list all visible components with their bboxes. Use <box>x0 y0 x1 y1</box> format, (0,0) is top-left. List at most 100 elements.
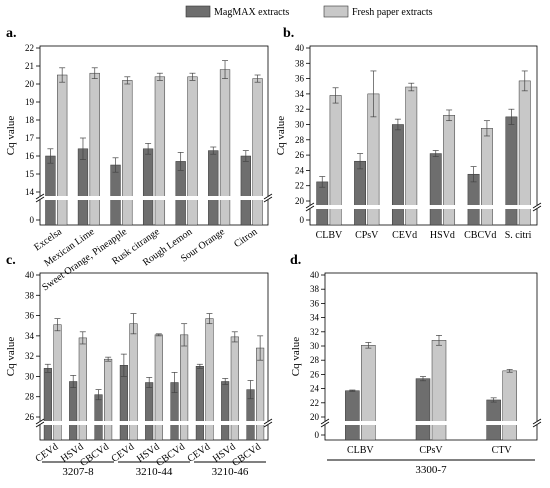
y-tick-label: 20 <box>25 79 35 89</box>
bar-fresh <box>431 340 447 441</box>
y-tick-label: 32 <box>25 351 34 361</box>
bar-fresh <box>219 69 231 226</box>
y-tick-label: 24 <box>310 384 320 394</box>
bar-fresh <box>256 347 265 441</box>
bar-magmax <box>391 124 404 226</box>
y-tick-label: 0 <box>30 215 35 225</box>
y-tick-label: 22 <box>310 398 319 408</box>
bar-magmax <box>240 155 251 226</box>
panel-label: a. <box>6 26 17 41</box>
y-tick-label: 28 <box>25 392 35 402</box>
axis-break-slash <box>532 418 542 425</box>
axis-break-slash <box>532 421 542 428</box>
axis-break-slash <box>320 418 330 425</box>
axis-break-slash <box>532 202 542 209</box>
axis-break-gap <box>304 205 543 209</box>
y-tick-label: 22 <box>295 181 304 191</box>
y-tick-label: 19 <box>25 97 35 107</box>
bar-fresh <box>154 76 166 226</box>
bar-magmax <box>142 148 154 226</box>
bar-magmax <box>145 382 154 441</box>
axis-break-gap <box>34 196 274 200</box>
bar-fresh <box>89 72 100 226</box>
y-tick-label: 38 <box>25 290 35 300</box>
y-axis-label: Cq value <box>5 337 17 377</box>
y-tick-label: 38 <box>310 284 320 294</box>
plot-frame <box>39 45 269 226</box>
category-label: S. citri <box>505 230 532 241</box>
category-label: CEVd <box>110 441 137 464</box>
axis-break-slash <box>320 421 330 428</box>
y-tick-label: 17 <box>25 133 35 143</box>
bar-magmax <box>221 381 230 441</box>
bar-magmax <box>110 164 121 226</box>
axis-break-slash <box>263 196 273 203</box>
category-label: CPsV <box>419 445 443 456</box>
category-label: CBCVd <box>154 441 187 468</box>
chart-panel-b: b. 20 22 24 26 28 30 32 34 36 38 40 0 Cq value CLBV CPs… <box>275 26 543 241</box>
bar-magmax <box>195 366 204 441</box>
axis-break-slash <box>305 205 315 212</box>
y-tick-label: 18 <box>25 115 35 125</box>
bar-magmax <box>345 390 360 441</box>
y-tick-label: 20 <box>295 196 305 206</box>
category-label: CBCVd <box>230 441 263 468</box>
y-tick-label: 0 <box>315 430 320 440</box>
bar-fresh <box>57 74 68 226</box>
bar-fresh <box>361 345 376 441</box>
axis-break-slash <box>35 421 45 428</box>
y-tick-label: 34 <box>25 331 35 341</box>
axis-break-slash <box>305 202 315 209</box>
bar-fresh <box>122 80 133 226</box>
bar-magmax <box>45 155 56 226</box>
bar-magmax <box>175 161 186 226</box>
group-label: 3210-44 <box>136 466 173 478</box>
bar-fresh <box>481 128 493 226</box>
bar-magmax <box>316 181 329 226</box>
y-tick-label: 36 <box>295 74 305 84</box>
y-tick-label: 32 <box>310 327 319 337</box>
group-label: 3207-8 <box>62 466 94 478</box>
plot-frame <box>309 45 538 226</box>
bar-magmax <box>429 153 442 226</box>
y-tick-label: 30 <box>310 341 320 351</box>
category-label: CEVd <box>186 441 213 464</box>
y-axis-label: Cq value <box>275 116 287 156</box>
y-tick-label: 22 <box>25 43 34 53</box>
bar-magmax <box>43 368 52 441</box>
bar-fresh <box>104 358 113 441</box>
axis-break-slash <box>263 193 273 200</box>
category-label: CEVd <box>392 230 417 241</box>
bar-fresh <box>187 76 198 226</box>
y-tick-label: 36 <box>25 311 35 321</box>
legend-label-fresh: Fresh paper extracts <box>352 7 433 18</box>
axis-break-slash <box>35 418 45 425</box>
category-label: CLBV <box>347 445 374 456</box>
y-tick-label: 36 <box>310 298 320 308</box>
category-label: CLBV <box>316 230 343 241</box>
y-tick-label: 15 <box>25 169 35 179</box>
category-label: CPsV <box>355 230 379 241</box>
axis-break-slash <box>263 421 273 428</box>
y-tick-label: 32 <box>295 104 304 114</box>
bar-magmax <box>486 399 501 441</box>
group-label: 3300-7 <box>415 464 447 476</box>
y-tick-label: 16 <box>25 151 35 161</box>
bar-fresh <box>502 370 517 441</box>
bar-magmax <box>415 378 431 441</box>
bar-magmax <box>69 381 78 441</box>
panel-label: d. <box>290 253 301 268</box>
panel-label: b. <box>283 26 294 41</box>
panel-label: c. <box>6 253 16 268</box>
y-tick-label: 30 <box>295 120 305 130</box>
category-label: CTV <box>492 445 513 456</box>
category-label: HSVd <box>430 230 455 241</box>
y-tick-label: 34 <box>295 89 305 99</box>
y-tick-label: 40 <box>295 43 305 53</box>
axis-break-gap <box>319 421 543 425</box>
y-tick-label: 40 <box>25 270 35 280</box>
y-tick-label: 26 <box>25 412 35 422</box>
y-tick-label: 38 <box>295 58 305 68</box>
chart-panel-d: d. 20 22 24 26 28 30 32 34 36 38 40 0 Cq value CLBV CPs… <box>290 253 543 476</box>
